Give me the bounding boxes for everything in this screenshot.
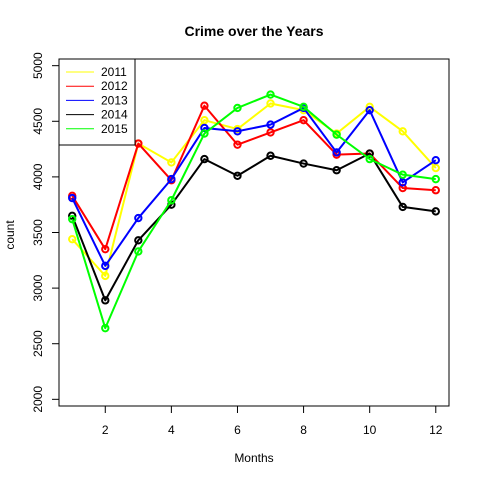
data-point-2012 (266, 128, 275, 137)
data-point-2014 (200, 154, 209, 164)
data-point-2013 (167, 174, 176, 184)
data-point-2012 (233, 140, 242, 149)
series-layer (68, 90, 440, 333)
data-point-2013 (68, 193, 77, 203)
data-point-2011 (200, 115, 209, 125)
legend-box (58, 58, 136, 146)
x-axis-label: Months (234, 451, 273, 465)
legend-label: 2013 (101, 93, 128, 107)
chart-title: Crime over the Years (184, 23, 323, 39)
data-point-2011 (431, 163, 440, 173)
data-point-2014 (299, 159, 308, 168)
data-point-2013 (233, 127, 242, 136)
data-point-2014 (68, 211, 77, 221)
data-point-2015 (431, 174, 440, 184)
x-tick-label: 6 (234, 423, 241, 437)
data-point-2012 (200, 101, 209, 110)
data-point-2015 (233, 103, 242, 113)
y-axis: 2000 2500 3000 3500 4000 4500 5000 (31, 52, 60, 413)
y-tick-label: 3500 (31, 219, 45, 246)
data-point-2015 (266, 90, 275, 99)
legend-label: 2011 (101, 65, 127, 79)
legend-label: 2012 (101, 79, 128, 93)
y-tick-label: 2000 (31, 386, 45, 413)
data-point-2015 (68, 214, 77, 224)
data-point-2013 (101, 261, 110, 271)
data-point-2011 (68, 234, 77, 244)
data-point-2011 (398, 127, 407, 136)
data-point-2011 (101, 271, 110, 281)
data-point-2014 (233, 171, 242, 180)
legend-label: 2014 (101, 108, 128, 122)
data-point-2013 (332, 148, 341, 157)
data-point-2012 (299, 115, 308, 125)
data-point-2013 (431, 156, 440, 165)
data-point-2014 (266, 151, 275, 160)
data-point-2012 (101, 244, 110, 254)
x-tick-label: 2 (102, 423, 109, 437)
data-point-2015 (200, 129, 209, 138)
series-line-2015 (71, 93, 436, 330)
y-tick-label: 2500 (31, 330, 45, 357)
data-point-2015 (332, 130, 341, 139)
series-line-2013 (71, 106, 437, 267)
x-tick-label: 4 (168, 423, 175, 437)
data-point-2015 (101, 323, 110, 333)
data-point-2014 (101, 296, 110, 305)
data-point-2013 (266, 120, 275, 129)
y-tick-label: 4500 (31, 108, 45, 135)
data-point-2013 (398, 178, 407, 187)
data-point-2015 (398, 170, 407, 179)
x-tick-label: 10 (363, 423, 377, 437)
data-point-2011 (266, 99, 275, 108)
data-point-2015 (134, 247, 143, 256)
data-point-2012 (431, 186, 440, 195)
y-tick-label: 5000 (31, 52, 45, 79)
series-line-2012 (71, 104, 436, 251)
x-tick-label: 12 (429, 423, 443, 437)
data-point-2013 (134, 213, 143, 223)
data-point-2015 (299, 102, 308, 112)
data-point-2014 (332, 166, 341, 175)
data-point-2014 (134, 236, 143, 245)
x-axis: 2 4 6 8 10 12 (102, 405, 443, 437)
legend-label: 2015 (101, 122, 128, 136)
y-tick-label: 4000 (31, 163, 45, 190)
data-point-2015 (167, 196, 176, 205)
series-line-2011 (71, 102, 437, 277)
y-axis-label: count (3, 220, 17, 250)
data-point-2015 (365, 154, 374, 164)
data-point-2014 (431, 207, 440, 216)
y-tick-label: 3000 (31, 274, 45, 301)
data-point-2014 (398, 202, 407, 212)
x-tick-label: 8 (300, 423, 307, 437)
data-point-2013 (365, 105, 374, 115)
data-point-2011 (167, 158, 176, 167)
